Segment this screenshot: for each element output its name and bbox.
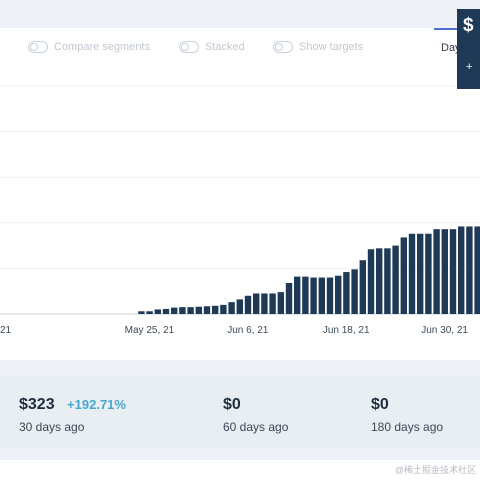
stat-period: 60 days ago (223, 420, 289, 434)
chart-bar[interactable] (425, 233, 432, 314)
chart-bar[interactable] (367, 249, 375, 314)
compare-segments-label: Compare segments (54, 41, 150, 53)
chart-bar[interactable] (195, 306, 202, 314)
stat-period: 180 days ago (371, 420, 444, 434)
chart-toolbar: Compare segments Stacked Show targets Da… (0, 28, 480, 66)
chart-bar[interactable] (146, 311, 153, 314)
chart-bar[interactable] (294, 276, 301, 314)
chart-bar[interactable] (277, 292, 284, 314)
chart-bar[interactable] (335, 275, 342, 314)
revenue-chart-card: Compare segments Stacked Show targets Da… (0, 28, 480, 360)
toggle-switch-icon (273, 41, 293, 53)
chart-bar[interactable] (285, 282, 293, 314)
chart-bar[interactable] (359, 260, 366, 314)
chart-bar[interactable] (261, 293, 268, 314)
chart-bar[interactable] (408, 233, 416, 314)
chart-bar[interactable] (474, 226, 480, 314)
chart-bar[interactable] (138, 311, 145, 314)
chart-bar[interactable] (171, 307, 178, 314)
chart-bar[interactable] (302, 276, 309, 314)
x-tick-label: Jun 6, 21 (227, 325, 269, 336)
stacked-toggle[interactable]: Stacked (179, 40, 245, 54)
stats-panel: $323 +192.71% 30 days ago $0 60 days ago… (0, 376, 480, 448)
chart-bar[interactable] (187, 307, 194, 314)
chart-bar[interactable] (326, 277, 334, 314)
x-tick-label: Jun 18, 21 (323, 325, 370, 336)
stat-30-days: $323 +192.71% 30 days ago (19, 396, 126, 434)
toggle-switch-icon (179, 41, 199, 53)
show-targets-toggle[interactable]: Show targets (273, 40, 363, 54)
chart-bar[interactable] (400, 237, 407, 314)
chart-bar[interactable] (441, 229, 448, 314)
chart-tooltip: $ + (457, 9, 480, 89)
chart-bar[interactable] (384, 248, 391, 314)
chart-bar[interactable] (203, 306, 211, 314)
chart-bar[interactable] (433, 229, 440, 314)
chart-bar[interactable] (244, 295, 252, 314)
stat-value: $323 (19, 396, 55, 413)
chart-bar[interactable] (212, 305, 219, 314)
x-tick-label: Jun 30, 21 (421, 325, 468, 336)
chart-bar[interactable] (343, 272, 350, 314)
chart-bar[interactable] (392, 245, 399, 314)
toggle-switch-icon (28, 41, 48, 53)
tooltip-value: $ (463, 15, 474, 36)
stat-change: +192.71% (67, 397, 126, 412)
chart-bar[interactable] (179, 307, 186, 314)
x-tick-label: May 25, 21 (125, 325, 175, 336)
chart-bar[interactable] (162, 308, 170, 314)
chart-bar[interactable] (449, 229, 457, 314)
stacked-label: Stacked (205, 41, 245, 53)
chart-bar[interactable] (376, 248, 383, 314)
tooltip-change: + (466, 61, 473, 73)
chart-bar[interactable] (310, 277, 317, 314)
chart-bar[interactable] (417, 233, 424, 314)
chart-bar[interactable] (253, 293, 260, 314)
x-tick-label: 21 (0, 325, 12, 336)
chart-bar[interactable] (154, 309, 161, 314)
stat-value: $0 (371, 396, 389, 413)
watermark: @稀土掘金技术社区 (394, 465, 476, 475)
chart-bar[interactable] (458, 226, 465, 314)
next-card (0, 460, 480, 480)
stat-period: 30 days ago (19, 420, 85, 434)
tab-day[interactable]: Day (434, 28, 464, 58)
chart-bar[interactable] (351, 269, 358, 314)
chart-bar[interactable] (220, 304, 227, 314)
stat-180-days: $0 180 days ago (371, 396, 443, 434)
chart-bar[interactable] (269, 293, 276, 314)
chart-bar[interactable] (236, 299, 243, 314)
stat-60-days: $0 60 days ago (223, 396, 288, 434)
bar-chart-svg: 21 May 25, 21 Jun 6, 21 Jun 18, 21 Jun 30, 2… (0, 85, 480, 336)
chart-bar[interactable] (466, 226, 473, 314)
chart-bar[interactable] (318, 277, 325, 314)
chart-bar[interactable] (228, 302, 235, 314)
compare-segments-toggle[interactable]: Compare segments (28, 40, 150, 54)
bar-chart: 21 May 25, 21 Jun 6, 21 Jun 18, 21 Jun 30, 2… (0, 68, 480, 338)
show-targets-label: Show targets (299, 41, 364, 53)
stat-value: $0 (223, 396, 241, 413)
